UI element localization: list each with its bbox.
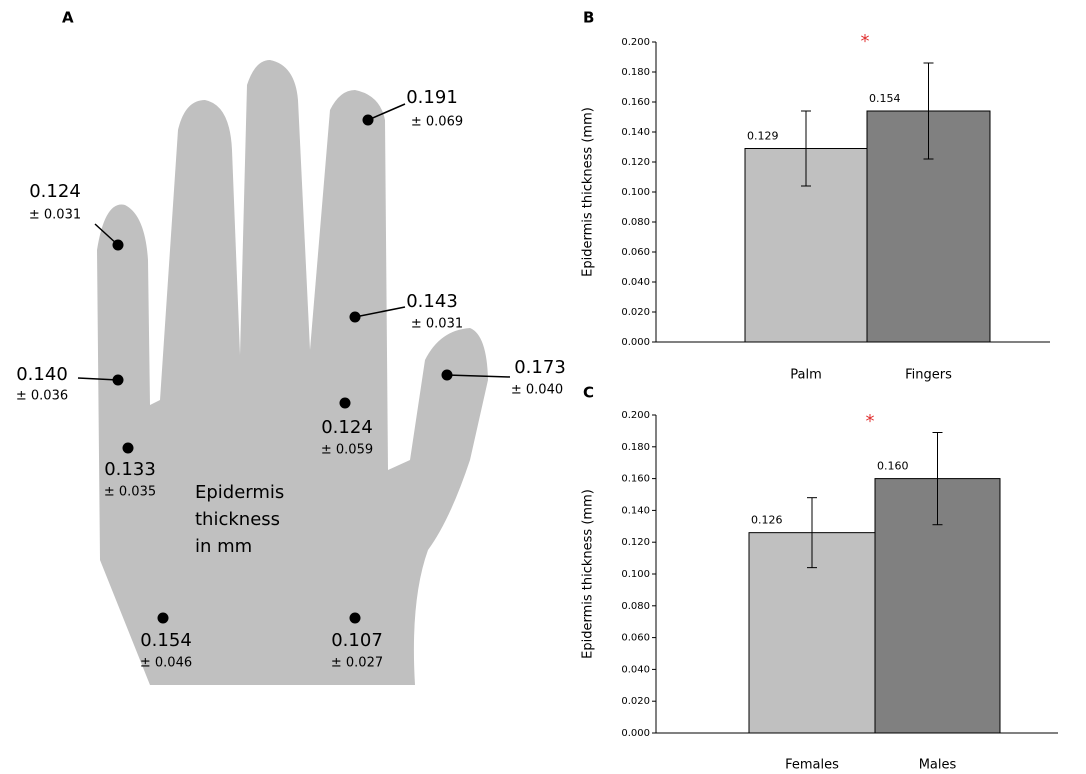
x-tick-label: Palm: [790, 368, 822, 383]
caption: Epidermis: [195, 482, 284, 503]
y-tick-label: 0.100: [621, 569, 650, 580]
site-sd: ± 0.040: [511, 383, 563, 398]
site-mean: 0.154: [140, 630, 192, 651]
panel-label: A: [62, 9, 74, 27]
site-mean: 0.191: [406, 87, 458, 108]
site-dot: [349, 311, 361, 323]
x-tick-label: Females: [785, 758, 839, 773]
y-tick-label: 0.120: [621, 537, 650, 548]
site-dot: [112, 374, 124, 386]
caption: thickness: [195, 509, 280, 530]
y-tick-label: 0.040: [621, 664, 650, 675]
leader-line: [77, 377, 119, 381]
site-mean: 0.143: [406, 291, 458, 312]
site-dot: [339, 397, 351, 409]
site-sd: ± 0.059: [321, 443, 373, 458]
y-axis-label: Epidermis thickness (mm): [581, 107, 596, 277]
caption: in mm: [195, 536, 252, 557]
site-mean: 0.107: [331, 630, 383, 651]
value-label: 0.129: [747, 130, 779, 143]
site-mean: 0.124: [321, 417, 373, 438]
annotation: *: [861, 31, 870, 52]
y-tick-label: 0.100: [621, 187, 650, 198]
y-tick-label: 0.180: [621, 442, 650, 453]
site-sd: ± 0.031: [29, 208, 81, 223]
y-tick-label: 0.060: [621, 633, 650, 644]
site-mean: 0.173: [514, 357, 566, 378]
y-tick-label: 0.060: [621, 247, 650, 258]
x-tick-label: Males: [919, 758, 957, 773]
leader-line: [354, 306, 406, 318]
value-label: 0.126: [751, 514, 783, 527]
y-tick-label: 0.000: [621, 728, 650, 739]
site-mean: 0.124: [29, 181, 81, 202]
leader-line: [367, 103, 406, 121]
y-tick-label: 0.140: [621, 127, 650, 138]
y-tick-label: 0.140: [621, 505, 650, 516]
y-axis-label: Epidermis thickness (mm): [581, 489, 596, 659]
x-tick-label: Fingers: [905, 368, 952, 383]
y-tick-label: 0.020: [621, 307, 650, 318]
site-sd: ± 0.027: [331, 656, 383, 671]
leader-line: [446, 374, 511, 378]
y-tick-label: 0.200: [621, 37, 650, 48]
site-dot: [122, 442, 134, 454]
panel-label: B: [583, 9, 594, 27]
value-label: 0.154: [869, 92, 901, 105]
site-dot: [441, 369, 453, 381]
y-tick-label: 0.160: [621, 474, 650, 485]
site-dot: [112, 239, 124, 251]
site-sd: ± 0.036: [16, 389, 68, 404]
panel-label: C: [583, 384, 594, 402]
site-mean: 0.133: [104, 459, 156, 480]
y-tick-label: 0.040: [621, 277, 650, 288]
y-tick-label: 0.160: [621, 97, 650, 108]
site-sd: ± 0.046: [140, 656, 192, 671]
site-dot: [157, 612, 169, 624]
y-tick-label: 0.200: [621, 410, 650, 421]
site-sd: ± 0.031: [411, 317, 463, 332]
y-tick-label: 0.180: [621, 67, 650, 78]
annotation: *: [866, 411, 875, 432]
y-tick-label: 0.000: [621, 337, 650, 348]
site-mean: 0.140: [16, 364, 68, 385]
y-tick-label: 0.080: [621, 601, 650, 612]
site-dot: [362, 114, 374, 126]
site-sd: ± 0.035: [104, 485, 156, 500]
y-tick-label: 0.020: [621, 696, 650, 707]
y-tick-label: 0.120: [621, 157, 650, 168]
y-tick-label: 0.080: [621, 217, 650, 228]
value-label: 0.160: [877, 460, 909, 473]
site-sd: ± 0.069: [411, 115, 463, 130]
site-dot: [349, 612, 361, 624]
hand-shape: [97, 60, 488, 685]
